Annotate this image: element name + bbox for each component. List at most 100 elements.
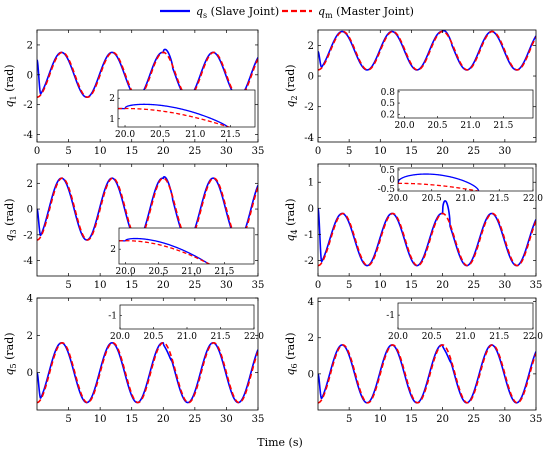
q5-inset-y-tick-label: -1: [108, 312, 117, 322]
q6-inset-x-tick-label: 20.0: [388, 332, 408, 342]
q4-x-tick-label: 5: [346, 280, 352, 291]
q4-inset-y-tick-label: 0: [389, 176, 395, 186]
q1-inset-y-tick-label: 1: [109, 115, 115, 125]
q2-y-tick-label: -2: [304, 102, 314, 113]
q3-inset-x-tick-label: 20.5: [148, 267, 168, 277]
q3-inset-y-tick-label: 2: [110, 245, 116, 255]
q6-inset-x-tick-label: 22.0: [523, 332, 543, 342]
q6-master-line: [318, 344, 536, 404]
q5-inset-x-tick-label: 20.5: [143, 332, 163, 342]
q2-inset-y-tick-label: 0.8: [381, 88, 396, 98]
q1-master-line: [37, 51, 258, 99]
q5-inset-x-tick-label: 22.0: [244, 332, 264, 342]
q6-slave-line: [318, 344, 536, 404]
q2-x-tick-label: 15: [405, 146, 418, 157]
q3-x-tick-label: 20: [157, 280, 170, 291]
q3-axes-frame: [36, 163, 259, 277]
q5-inset-master-line: [120, 277, 254, 301]
q4-y-tick-label: 0: [308, 204, 314, 215]
q2-x-tick-label: 10: [374, 146, 387, 157]
q4-inset-x-tick-label: 21.0: [455, 194, 475, 204]
q1-inset-x-tick-label: 20.5: [150, 130, 170, 140]
q4-inset-master-line: [398, 182, 482, 191]
q2-y-tick-label: 0: [308, 72, 314, 83]
q3-inset-slave-line: [119, 237, 211, 264]
panel-q1: 0 5 10 15 20 25 30 35 -4 -2 0 2 q1 (rad) 20.0 20.5 21.0…: [3, 29, 265, 157]
q2-inset-y-tick-label: 0.2: [381, 110, 395, 120]
q4-y-axis-label: q4 (rad): [284, 198, 299, 241]
q4-x-tick-label: 10: [374, 280, 387, 291]
q6-inset-slave-line: [398, 270, 533, 300]
q2-inset-x-tick-label: 20.5: [427, 121, 447, 131]
q5-master-line: [37, 341, 258, 404]
q3-x-tick-label: 5: [65, 280, 71, 291]
q4-inset-y-tick-label: -0.5: [378, 185, 396, 195]
q5-inset-x-tick-label: 21.5: [210, 332, 230, 342]
q5-inset: 20.0 20.5 21.0 21.5 22.0 -1: [108, 277, 264, 342]
x-axis-label: Time (s): [257, 436, 303, 449]
q3-inset-x-tick-label: 21.0: [181, 267, 201, 277]
q5-inset-x-tick-label: 20.0: [110, 332, 130, 342]
q4-x-tick-label: 30: [498, 280, 511, 291]
q6-x-tick-label: 5: [346, 414, 352, 425]
q4-axes-frame: [317, 163, 537, 277]
q1-y-tick-label: -4: [23, 130, 33, 141]
q6-inset-master-line: [398, 270, 533, 298]
q5-slave-line: [37, 341, 258, 404]
q3-master-line: [37, 177, 258, 241]
q2-master-line: [318, 30, 536, 71]
q2-axes-frame: [317, 29, 537, 143]
q4-y-tick-label: 1: [308, 178, 314, 189]
q2-slave-line: [318, 30, 536, 71]
panel-q2: 0 5 10 15 20 25 30 -4 -2 0 2 q2 (rad) 20.0 20.5 21.0 21…: [284, 11, 537, 157]
q5-x-tick-label: 5: [65, 414, 71, 425]
q6-inset-x-tick-label: 20.5: [422, 332, 442, 342]
q5-x-tick-label: 30: [220, 414, 233, 425]
q6-y-tick-label: 0: [308, 369, 314, 380]
q2-inset-x-tick-label: 21.0: [460, 121, 480, 131]
q1-inset-master-line: [118, 107, 231, 127]
q1-x-tick-label: 20: [157, 146, 170, 157]
q4-inset-x-tick-label: 21.5: [489, 194, 509, 204]
q6-inset: 20.0 20.5 21.0 21.5 22.0 -1: [386, 270, 543, 342]
q2-x-tick-label: 25: [467, 146, 480, 157]
q1-y-tick-label: 2: [27, 40, 33, 51]
q1-inset-x-tick-label: 21.5: [220, 130, 240, 140]
q2-inset: 20.0 20.5 21.0 21.5 0.20.50.8: [381, 11, 534, 131]
q1-x-tick-label: 0: [34, 146, 40, 157]
q1-axes-frame: [36, 29, 259, 143]
q4-x-tick-label: 25: [467, 280, 480, 291]
q5-inset-x-tick-label: 21.0: [177, 332, 197, 342]
q1-y-tick-label: 0: [27, 70, 33, 81]
q3-x-tick-label: 10: [94, 280, 107, 291]
panel-q6: 5 10 15 20 25 30 35 0 2 4 q6 (rad) 20.0 20.5 21.0 21.5…: [284, 270, 543, 425]
q5-axes-frame: [36, 297, 259, 411]
q2-inset-slave-line: [398, 11, 533, 63]
q4-inset-slave-line: [398, 173, 480, 191]
q6-x-tick-label: 20: [436, 414, 449, 425]
q1-inset-x-tick-label: 20.0: [115, 130, 135, 140]
q6-inset-y-tick-label: -1: [386, 311, 395, 321]
q6-x-tick-label: 35: [530, 414, 543, 425]
q1-x-tick-label: 5: [65, 146, 71, 157]
q5-x-tick-label: 35: [252, 414, 265, 425]
q4-inset-y-tick-label: 0.5: [381, 166, 396, 176]
q6-y-tick-label: 2: [308, 333, 314, 344]
q5-x-tick-label: 10: [94, 414, 107, 425]
q2-inset-x-tick-label: 21.5: [493, 121, 513, 131]
q1-inset-y-tick-label: 2: [109, 94, 115, 104]
q1-inset-slave-line: [118, 103, 230, 127]
q5-y-tick-label: 4: [27, 294, 33, 305]
q3-inset: 20.0 20.5 21.0 21.5 2: [110, 227, 255, 277]
q1-inset-x-tick-label: 21.0: [185, 130, 205, 140]
q4-inset: 20.0 20.5 21.0 21.5 22.0 -0.500.5: [378, 166, 544, 204]
q4-inset-x-tick-label: 20.5: [422, 194, 442, 204]
q4-master-line: [318, 212, 536, 267]
q4-inset-x-tick-label: 20.0: [388, 194, 408, 204]
q1-x-tick-label: 35: [252, 146, 265, 157]
q3-inset-x-tick-label: 21.5: [214, 267, 234, 277]
q1-x-tick-label: 15: [125, 146, 138, 157]
